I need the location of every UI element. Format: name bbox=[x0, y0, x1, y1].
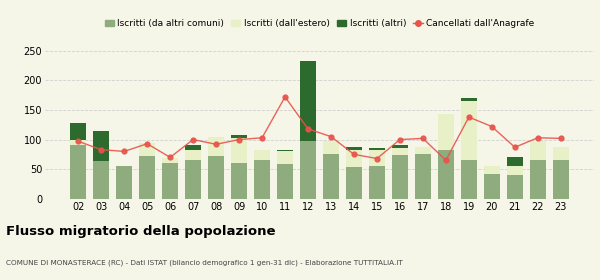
Bar bbox=[461, 101, 477, 160]
Bar bbox=[208, 137, 224, 156]
Bar bbox=[323, 141, 339, 154]
Text: COMUNE DI MONASTERACE (RC) - Dati ISTAT (bilancio demografico 1 gen-31 dic) - El: COMUNE DI MONASTERACE (RC) - Dati ISTAT … bbox=[6, 259, 403, 265]
Bar bbox=[139, 156, 155, 199]
Bar bbox=[461, 98, 477, 101]
Bar bbox=[300, 61, 316, 141]
Bar bbox=[254, 150, 271, 160]
Bar bbox=[346, 167, 362, 199]
Bar bbox=[392, 148, 408, 155]
Bar bbox=[437, 150, 454, 199]
Bar bbox=[162, 163, 178, 199]
Bar bbox=[368, 166, 385, 199]
Bar bbox=[116, 166, 133, 199]
Bar bbox=[530, 160, 546, 199]
Bar bbox=[368, 148, 385, 150]
Bar bbox=[392, 145, 408, 148]
Legend: Iscritti (da altri comuni), Iscritti (dall'estero), Iscritti (altri), Cancellati: Iscritti (da altri comuni), Iscritti (da… bbox=[101, 15, 538, 32]
Bar bbox=[70, 123, 86, 139]
Bar bbox=[346, 147, 362, 150]
Bar bbox=[231, 138, 247, 163]
Bar bbox=[277, 150, 293, 151]
Bar bbox=[93, 131, 109, 162]
Bar bbox=[70, 146, 86, 199]
Bar bbox=[139, 143, 155, 156]
Bar bbox=[323, 154, 339, 199]
Bar bbox=[208, 156, 224, 199]
Bar bbox=[162, 158, 178, 163]
Bar bbox=[185, 160, 202, 199]
Bar bbox=[530, 141, 546, 160]
Bar bbox=[231, 135, 247, 138]
Bar bbox=[254, 160, 271, 199]
Bar bbox=[300, 141, 316, 199]
Bar bbox=[461, 160, 477, 199]
Bar bbox=[346, 150, 362, 167]
Bar bbox=[484, 166, 500, 174]
Bar bbox=[185, 146, 202, 150]
Bar bbox=[553, 160, 569, 199]
Bar bbox=[553, 147, 569, 160]
Bar bbox=[415, 154, 431, 199]
Bar bbox=[506, 175, 523, 199]
Bar bbox=[231, 163, 247, 199]
Bar bbox=[415, 147, 431, 154]
Text: Flusso migratorio della popolazione: Flusso migratorio della popolazione bbox=[6, 225, 275, 238]
Bar bbox=[506, 157, 523, 166]
Bar bbox=[368, 150, 385, 166]
Bar bbox=[185, 150, 202, 160]
Bar bbox=[506, 166, 523, 175]
Bar bbox=[392, 155, 408, 199]
Bar bbox=[93, 162, 109, 199]
Bar bbox=[277, 164, 293, 199]
Bar bbox=[437, 114, 454, 150]
Bar bbox=[277, 151, 293, 164]
Bar bbox=[70, 139, 86, 146]
Bar bbox=[484, 174, 500, 199]
